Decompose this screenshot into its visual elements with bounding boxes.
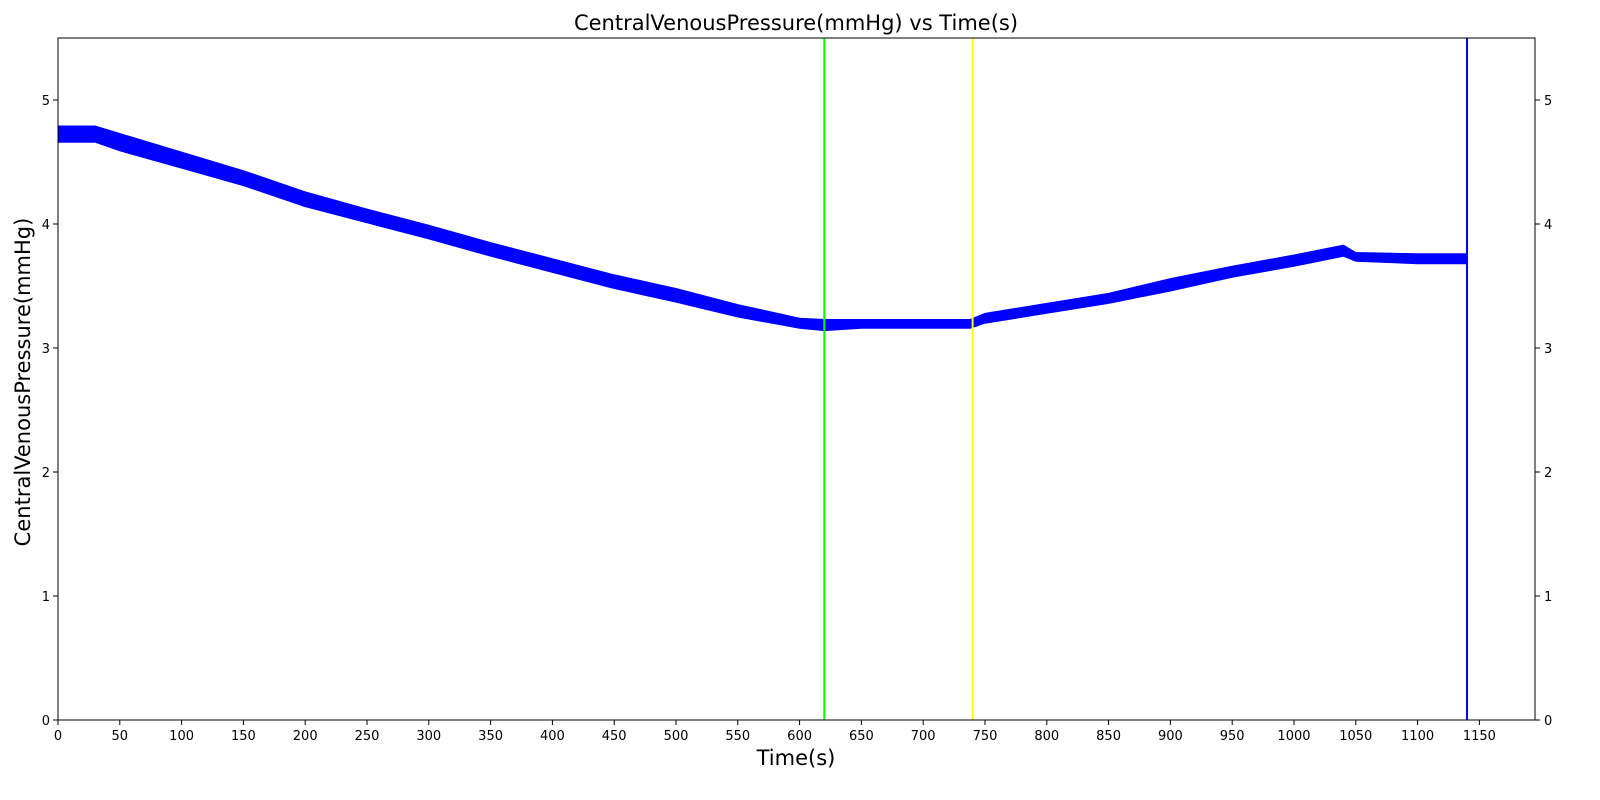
x-tick-label: 800: [1034, 729, 1059, 744]
x-tick-label: 900: [1158, 729, 1183, 744]
y-axis-title: CentralVenousPressure(mmHg): [11, 218, 35, 547]
x-tick-label: 300: [416, 729, 441, 744]
x-tick-label: 500: [664, 729, 689, 744]
y-tick-label-left: 1: [42, 590, 50, 605]
x-tick-label: 250: [355, 729, 380, 744]
chart-title: CentralVenousPressure(mmHg) vs Time(s): [574, 11, 1018, 35]
y-tick-label-left: 3: [42, 342, 50, 357]
x-tick-label: 750: [973, 729, 998, 744]
y-tick-label-left: 0: [42, 714, 50, 729]
x-tick-label: 1150: [1463, 729, 1496, 744]
y-tick-label-right: 4: [1544, 218, 1552, 233]
x-tick-label: 50: [112, 729, 129, 744]
x-tick-label: 550: [725, 729, 750, 744]
x-tick-label: 450: [602, 729, 627, 744]
x-tick-label: 600: [787, 729, 812, 744]
x-tick-label: 100: [169, 729, 194, 744]
x-tick-label: 850: [1096, 729, 1121, 744]
x-tick-label: 650: [849, 729, 874, 744]
y-tick-label-left: 5: [42, 94, 50, 109]
y-tick-label-right: 0: [1544, 714, 1552, 729]
y-tick-label-right: 2: [1544, 466, 1552, 481]
x-tick-label: 350: [478, 729, 503, 744]
x-tick-label: 1050: [1339, 729, 1372, 744]
x-tick-label: 1000: [1277, 729, 1310, 744]
x-tick-label: 0: [54, 729, 62, 744]
y-tick-label-right: 5: [1544, 94, 1552, 109]
x-tick-label: 950: [1220, 729, 1245, 744]
x-axis-title: Time(s): [756, 746, 836, 770]
x-tick-label: 400: [540, 729, 565, 744]
y-tick-label-left: 2: [42, 466, 50, 481]
y-tick-label-left: 4: [42, 218, 50, 233]
y-tick-label-right: 3: [1544, 342, 1552, 357]
plot-area: [57, 38, 1469, 720]
x-tick-label: 200: [293, 729, 318, 744]
x-tick-label: 1100: [1401, 729, 1434, 744]
axes: 0 50 100 150 200 250 300 350 400 450 500 550 600 650 7…: [42, 94, 1553, 744]
y-tick-label-right: 1: [1544, 590, 1552, 605]
plot-frame: [57, 37, 1536, 721]
x-tick-label: 150: [231, 729, 256, 744]
x-tick-label: 700: [911, 729, 936, 744]
